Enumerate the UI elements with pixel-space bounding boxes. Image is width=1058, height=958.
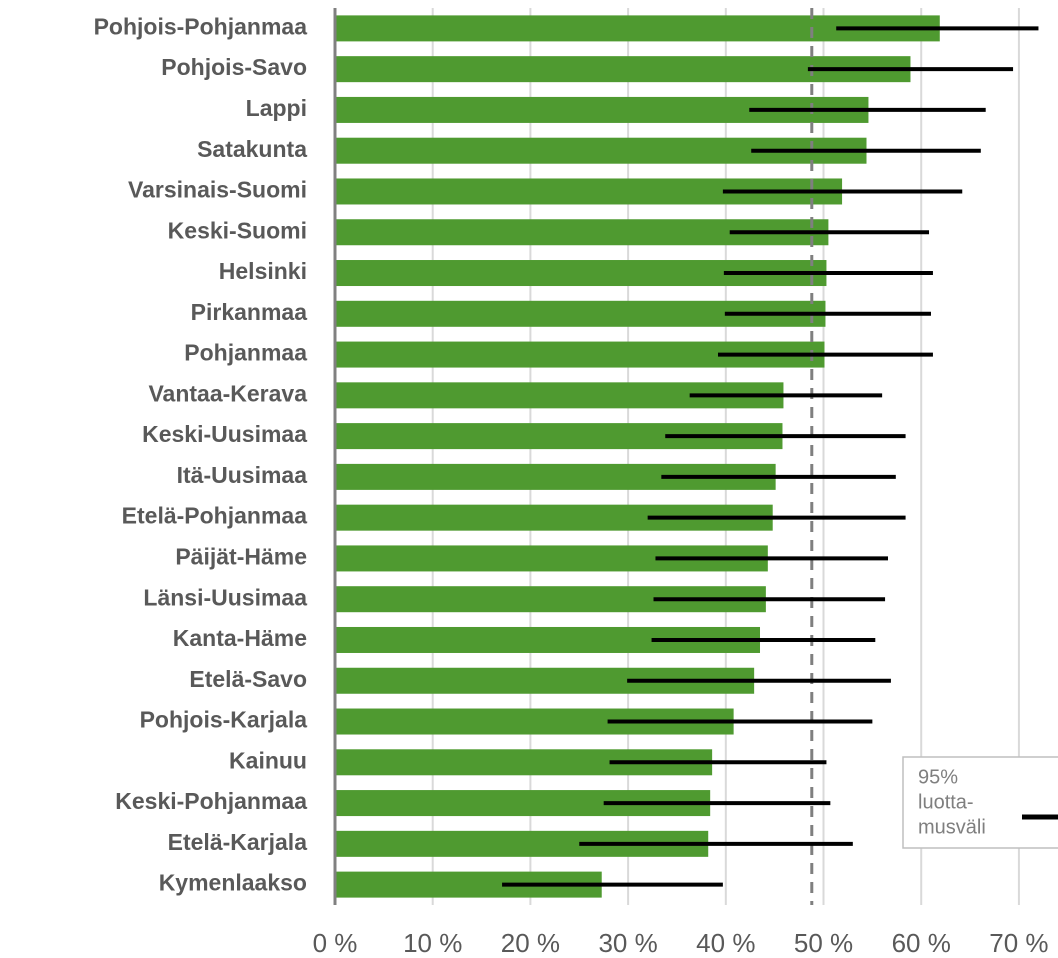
- category-label: Pohjois-Pohjanmaa: [94, 13, 308, 39]
- legend-label: luotta-: [918, 791, 974, 813]
- category-label: Itä-Uusimaa: [177, 462, 308, 488]
- category-label: Keski-Suomi: [168, 217, 307, 243]
- x-tick-label: 70 %: [989, 928, 1048, 958]
- legend-label: 95%: [918, 766, 958, 788]
- x-tick-label: 40 %: [696, 928, 755, 958]
- category-label: Kainuu: [229, 747, 307, 773]
- category-label: Kymenlaakso: [159, 870, 307, 896]
- x-tick-label: 0 %: [313, 928, 358, 958]
- category-label: Länsi-Uusimaa: [143, 584, 307, 610]
- category-label: Satakunta: [197, 136, 307, 162]
- x-tick-label: 20 %: [501, 928, 560, 958]
- x-tick-label: 60 %: [892, 928, 951, 958]
- category-label: Varsinais-Suomi: [128, 177, 307, 203]
- category-label: Etelä-Karjala: [168, 829, 308, 855]
- category-label: Pohjois-Savo: [161, 54, 307, 80]
- category-label: Kanta-Häme: [173, 625, 307, 651]
- legend-label: musväli: [918, 816, 986, 838]
- x-tick-label: 30 %: [598, 928, 657, 958]
- category-label: Keski-Uusimaa: [142, 421, 307, 447]
- category-label: Vantaa-Kerava: [148, 380, 307, 406]
- x-tick-label: 50 %: [794, 928, 853, 958]
- category-label: Pohjanmaa: [184, 340, 307, 366]
- category-label: Etelä-Pohjanmaa: [122, 503, 308, 529]
- category-label: Päijät-Häme: [175, 544, 307, 570]
- legend-box: [902, 756, 1058, 849]
- category-label: Helsinki: [219, 258, 307, 284]
- category-label: Pirkanmaa: [191, 299, 308, 325]
- category-label: Etelä-Savo: [189, 666, 307, 692]
- x-tick-label: 10 %: [403, 928, 462, 958]
- category-label: Pohjois-Karjala: [140, 707, 308, 733]
- category-label: Lappi: [246, 95, 307, 121]
- category-label: Keski-Pohjanmaa: [115, 788, 307, 814]
